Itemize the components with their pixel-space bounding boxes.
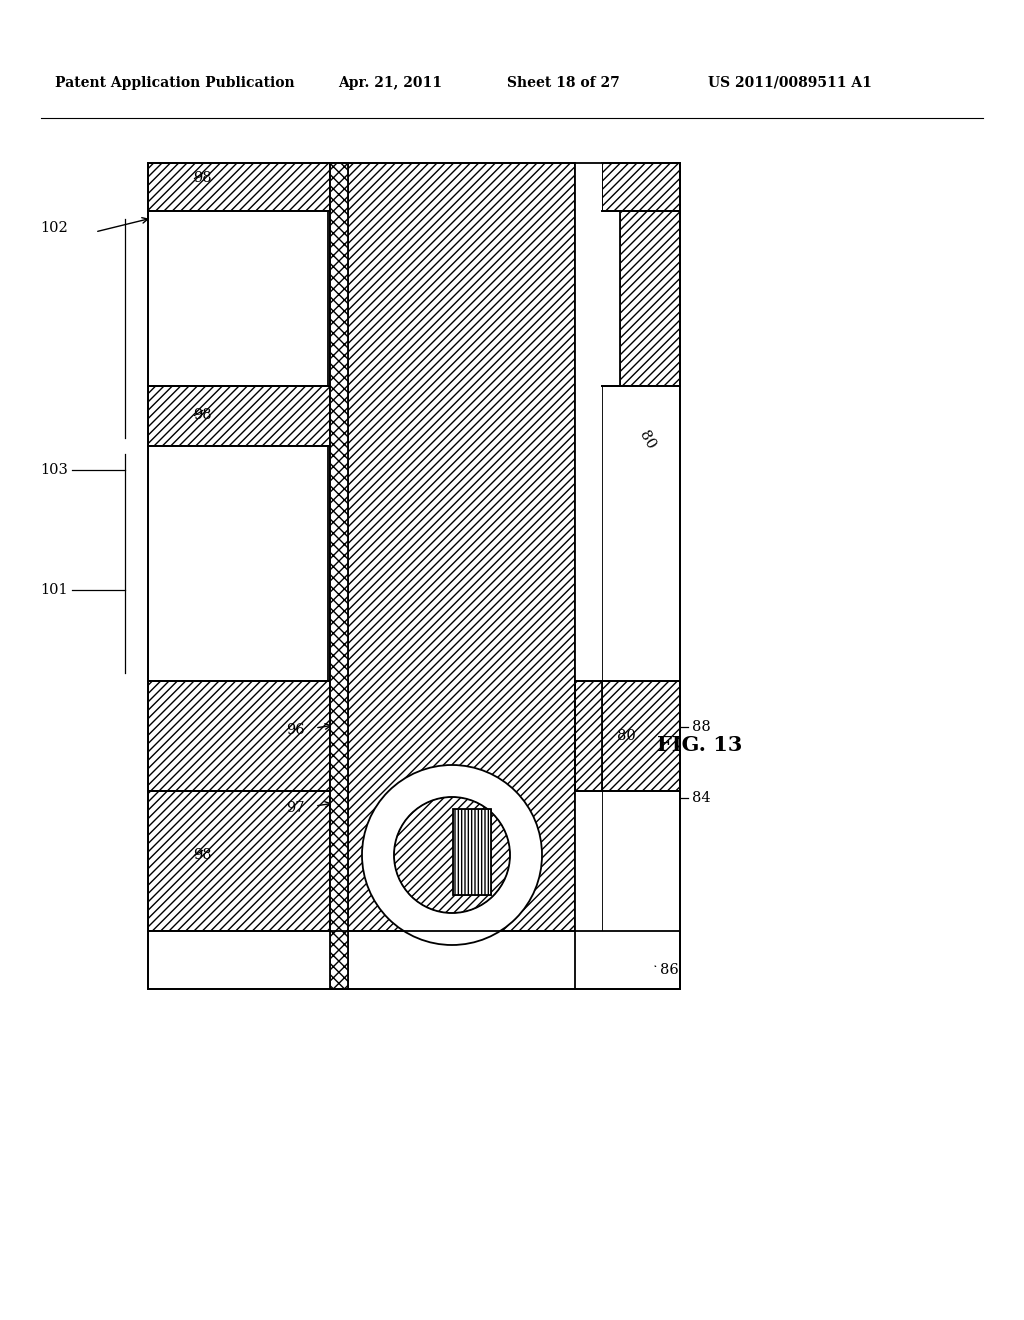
Bar bbox=[330, 162, 575, 989]
Circle shape bbox=[362, 766, 542, 945]
Text: Apr. 21, 2011: Apr. 21, 2011 bbox=[338, 77, 442, 90]
Text: 97: 97 bbox=[287, 801, 305, 814]
Bar bbox=[148, 162, 330, 211]
Circle shape bbox=[394, 797, 510, 913]
Text: 102: 102 bbox=[40, 220, 68, 235]
Text: 103: 103 bbox=[40, 463, 68, 477]
Bar bbox=[330, 162, 348, 989]
Text: 101: 101 bbox=[40, 583, 68, 597]
Bar bbox=[575, 681, 602, 791]
Bar bbox=[148, 162, 330, 211]
Bar bbox=[148, 931, 680, 989]
Bar bbox=[575, 681, 602, 791]
Text: 98: 98 bbox=[193, 172, 212, 185]
Bar bbox=[148, 791, 330, 931]
Bar bbox=[330, 162, 575, 989]
Bar bbox=[148, 681, 330, 791]
Text: 84: 84 bbox=[692, 791, 711, 805]
Text: 80: 80 bbox=[636, 429, 657, 451]
Bar bbox=[620, 211, 680, 385]
Bar bbox=[148, 791, 330, 931]
Text: 93: 93 bbox=[406, 847, 424, 862]
Bar bbox=[602, 385, 680, 681]
Bar bbox=[602, 162, 680, 211]
Bar bbox=[148, 681, 330, 791]
Bar bbox=[330, 162, 348, 989]
Bar bbox=[602, 681, 680, 791]
Text: Sheet 18 of 27: Sheet 18 of 27 bbox=[507, 77, 620, 90]
Bar bbox=[453, 809, 490, 895]
Bar bbox=[148, 385, 330, 446]
Text: 98: 98 bbox=[193, 847, 212, 862]
Text: US 2011/0089511 A1: US 2011/0089511 A1 bbox=[708, 77, 872, 90]
Text: 98: 98 bbox=[193, 408, 212, 422]
Text: FIG. 13: FIG. 13 bbox=[657, 735, 742, 755]
Bar bbox=[148, 211, 328, 385]
Text: Patent Application Publication: Patent Application Publication bbox=[55, 77, 295, 90]
Bar bbox=[620, 211, 680, 385]
Bar bbox=[148, 385, 330, 446]
Bar bbox=[602, 791, 680, 989]
Text: 86: 86 bbox=[660, 964, 679, 977]
Text: 96: 96 bbox=[287, 723, 305, 737]
Text: 80: 80 bbox=[616, 729, 635, 743]
Text: 88: 88 bbox=[692, 719, 711, 734]
Bar bbox=[575, 162, 602, 989]
Bar bbox=[148, 446, 328, 681]
Bar bbox=[602, 681, 680, 791]
Bar bbox=[602, 162, 680, 211]
Bar bbox=[453, 809, 490, 895]
